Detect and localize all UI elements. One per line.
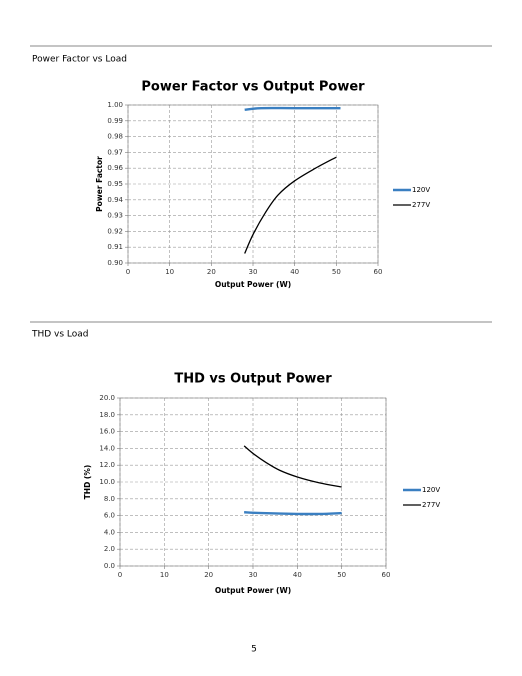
y-axis-label: Power Factor	[95, 156, 104, 212]
page-number: 5	[251, 645, 257, 655]
section-heading: Power Factor vs Load	[32, 55, 127, 65]
series-line	[244, 106, 341, 111]
x-tick-label: 50	[332, 268, 341, 276]
y-tick-label: 0.91	[107, 243, 123, 251]
y-tick-label: 16.0	[99, 428, 115, 436]
y-tick-label: 0.0	[104, 562, 115, 570]
x-tick-label: 10	[160, 571, 169, 579]
y-tick-label: 2.0	[104, 545, 115, 553]
x-axis-label: Output Power (W)	[215, 280, 291, 289]
x-tick-label: 60	[382, 571, 391, 579]
x-tick-label: 40	[290, 268, 299, 276]
y-tick-label: 0.94	[107, 196, 123, 204]
chart-title: THD vs Output Power	[174, 372, 332, 387]
y-tick-label: 0.93	[107, 212, 123, 220]
y-tick-label: 20.0	[99, 394, 115, 402]
legend-label: 120V	[422, 486, 440, 494]
x-tick-label: 50	[337, 571, 346, 579]
y-tick-label: 4.0	[104, 528, 115, 536]
series-line	[244, 511, 342, 516]
x-tick-label: 10	[165, 268, 174, 276]
y-tick-label: 14.0	[99, 444, 115, 452]
plot-frame	[119, 397, 387, 567]
series-line	[244, 156, 337, 254]
y-tick-label: 12.0	[99, 461, 115, 469]
x-tick-label: 0	[118, 571, 122, 579]
section-heading: THD vs Load	[31, 330, 89, 340]
series-line	[243, 445, 342, 488]
y-axis-label: THD (%)	[83, 465, 92, 500]
x-tick-label: 30	[249, 268, 258, 276]
x-axis-label: Output Power (W)	[215, 586, 291, 595]
y-tick-label: 0.92	[107, 227, 123, 235]
legend-label: 277V	[422, 501, 440, 509]
x-tick-label: 20	[204, 571, 213, 579]
x-tick-label: 40	[293, 571, 302, 579]
y-tick-label: 0.98	[107, 133, 123, 141]
legend-label: 120V	[412, 186, 430, 194]
x-tick-label: 20	[207, 268, 216, 276]
legend-label: 277V	[412, 201, 430, 209]
plot-frame	[127, 104, 379, 264]
y-tick-label: 0.99	[107, 117, 123, 125]
y-tick-label: 1.00	[107, 101, 123, 109]
x-tick-label: 30	[249, 571, 258, 579]
y-tick-label: 6.0	[104, 512, 115, 520]
y-tick-label: 10.0	[99, 478, 115, 486]
y-tick-label: 0.90	[107, 259, 123, 267]
y-tick-label: 0.95	[107, 180, 123, 188]
y-tick-label: 8.0	[104, 495, 115, 503]
x-tick-label: 0	[126, 268, 130, 276]
y-tick-label: 18.0	[99, 411, 115, 419]
x-tick-label: 60	[374, 268, 383, 276]
chart-title: Power Factor vs Output Power	[141, 80, 365, 95]
y-tick-label: 0.96	[107, 164, 123, 172]
y-tick-label: 0.97	[107, 148, 123, 156]
